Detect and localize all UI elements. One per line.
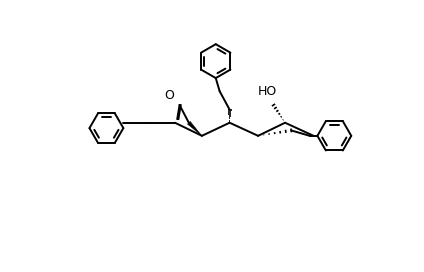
Text: HO: HO: [258, 85, 277, 98]
Polygon shape: [187, 121, 202, 136]
Text: O: O: [165, 89, 175, 102]
